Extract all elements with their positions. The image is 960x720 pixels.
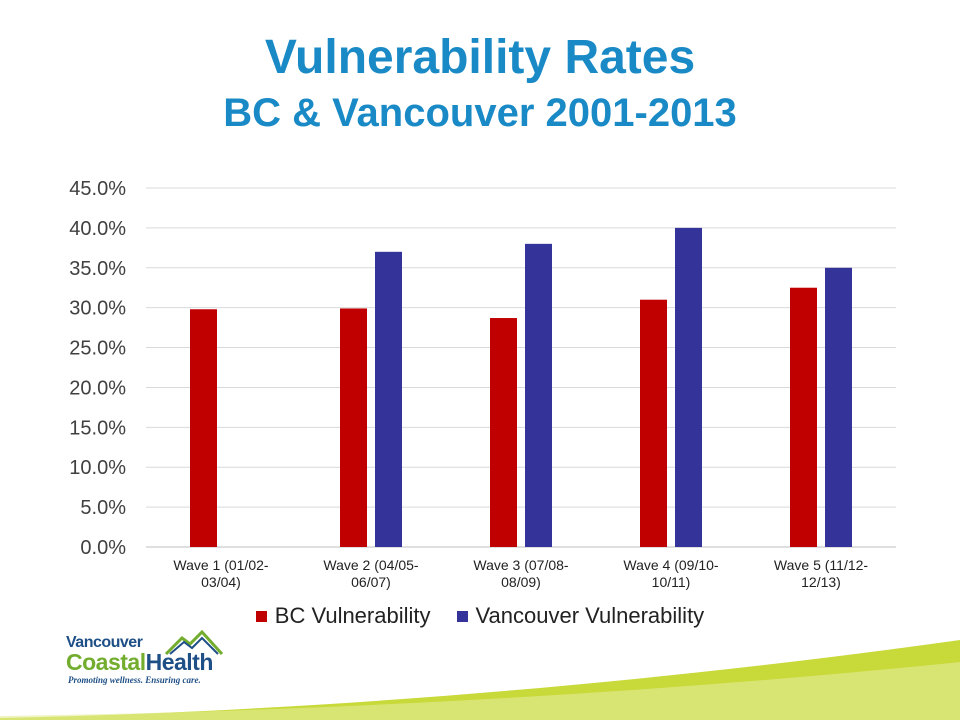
y-tick-label: 25.0% bbox=[69, 338, 126, 360]
legend-item-bc: BC Vulnerability bbox=[255, 603, 431, 629]
y-tick-label: 40.0% bbox=[69, 218, 126, 240]
bar-bc bbox=[490, 318, 517, 547]
logo-line1: Vancouver bbox=[66, 634, 143, 651]
bar-vancouver bbox=[525, 243, 552, 547]
mountain-icon bbox=[164, 630, 224, 656]
x-category-label: Wave 3 (07/08- bbox=[473, 557, 569, 573]
bar-vancouver bbox=[825, 267, 852, 547]
bar-vancouver bbox=[675, 227, 702, 547]
logo-tagline: Promoting wellness. Ensuring care. bbox=[68, 675, 201, 685]
y-tick-label: 30.0% bbox=[69, 298, 126, 320]
legend-label-vancouver: Vancouver Vulnerability bbox=[475, 603, 705, 628]
x-category-label: 08/09) bbox=[501, 574, 541, 590]
x-category-label: 10/11) bbox=[652, 574, 691, 590]
x-category-label: 12/13) bbox=[801, 574, 841, 590]
y-tick-label: 15.0% bbox=[69, 417, 126, 439]
y-tick-label: 0.0% bbox=[80, 537, 126, 559]
chart-title: Vulnerability Rates bbox=[264, 31, 696, 84]
logo-health: Health bbox=[145, 649, 214, 675]
y-tick-label: 45.0% bbox=[69, 178, 126, 200]
legend-swatch-vancouver bbox=[456, 610, 468, 622]
y-tick-label: 10.0% bbox=[69, 457, 126, 479]
title-block: Vulnerability Rates BC & Vancouver 2001-… bbox=[0, 30, 960, 138]
x-category-label: 03/04) bbox=[201, 574, 241, 590]
x-category-label: Wave 2 (04/05- bbox=[323, 557, 419, 573]
x-category-label: 06/07) bbox=[351, 574, 391, 590]
y-tick-label: 35.0% bbox=[69, 258, 126, 280]
x-category-label: Wave 4 (09/10- bbox=[623, 557, 719, 573]
logo-coastal: Coastal bbox=[66, 649, 146, 675]
x-category-label: Wave 1 (01/02- bbox=[173, 557, 269, 573]
legend: BC Vulnerability Vancouver Vulnerability bbox=[0, 603, 960, 629]
legend-label-bc: BC Vulnerability bbox=[274, 603, 431, 628]
y-tick-label: 20.0% bbox=[69, 377, 126, 399]
bar-bc bbox=[190, 309, 217, 547]
bar-bc bbox=[340, 308, 367, 547]
bar-bc bbox=[790, 287, 817, 547]
legend-item-vancouver: Vancouver Vulnerability bbox=[456, 603, 705, 629]
legend-swatch-bc bbox=[255, 610, 267, 622]
chart-subtitle: BC & Vancouver 2001-2013 bbox=[223, 91, 737, 135]
y-tick-label: 5.0% bbox=[80, 497, 126, 519]
bar-bc bbox=[640, 299, 667, 547]
swoosh-light bbox=[0, 662, 960, 720]
x-category-label: Wave 5 (11/12- bbox=[774, 557, 868, 573]
bar-vancouver bbox=[375, 251, 402, 548]
logo-line2: CoastalHealth bbox=[66, 649, 213, 676]
decorative-swoosh bbox=[0, 640, 960, 720]
vancouver-coastal-health-logo: Vancouver CoastalHealth Promoting wellne… bbox=[64, 630, 234, 688]
